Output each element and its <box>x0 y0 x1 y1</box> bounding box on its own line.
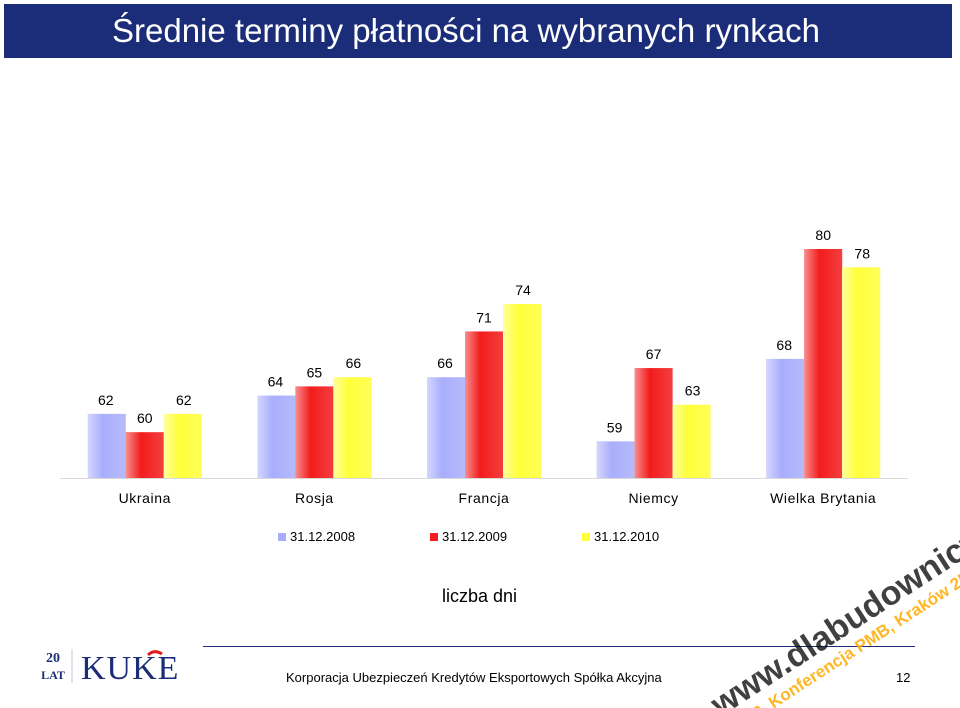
data-label: 62 <box>98 392 114 408</box>
bar-shine <box>427 377 465 478</box>
footer-divider <box>203 646 915 647</box>
data-label: 59 <box>607 419 623 435</box>
bar-shine <box>804 249 843 478</box>
data-label: 60 <box>137 410 153 426</box>
category-label: Niemcy <box>628 490 678 506</box>
bar-shine <box>596 441 635 478</box>
page-title: Średnie terminy płatności na wybranych r… <box>112 12 821 49</box>
legend-label: 31.12.2010 <box>594 529 660 544</box>
bar-shine <box>163 413 202 478</box>
data-label: 67 <box>646 346 662 362</box>
legend-label: 31.12.2008 <box>290 529 356 544</box>
data-label: 71 <box>476 309 492 325</box>
bar-shine <box>842 267 881 478</box>
category-label: Rosja <box>295 490 334 506</box>
legend-item: 31.12.2009 <box>430 529 582 544</box>
bar-shine <box>672 404 711 478</box>
kuke-logo: 20 LAT KUKE <box>41 649 179 685</box>
data-label: 63 <box>685 383 701 399</box>
bar-shine <box>465 331 503 478</box>
logo-brand: KUKE <box>81 650 179 685</box>
bar-shine <box>257 395 296 478</box>
bar-shine <box>125 432 164 478</box>
data-label: 78 <box>854 245 870 261</box>
chart-legend: 31.12.2008 31.12.2009 31.12.2010 <box>278 529 659 544</box>
data-label: 66 <box>437 355 453 371</box>
bar-shine <box>503 303 541 478</box>
data-label: 74 <box>515 282 531 298</box>
legend-item: 31.12.2010 <box>582 529 659 544</box>
bar-shine <box>295 386 334 478</box>
page-number: 12 <box>896 670 911 685</box>
legend-item: 31.12.2008 <box>278 529 430 544</box>
bar-shine <box>333 377 372 478</box>
category-label: Francja <box>459 490 510 506</box>
footer-company: Korporacja Ubezpieczeń Kredytów Eksporto… <box>286 670 662 685</box>
header-bar: Średnie terminy płatności na wybranych r… <box>4 4 952 58</box>
legend-swatch <box>582 532 590 541</box>
legend-swatch <box>278 532 286 541</box>
logo-badge-bottom: LAT <box>41 668 65 682</box>
category-label: Wielka Brytania <box>770 490 876 506</box>
data-label: 80 <box>815 227 831 243</box>
category-label: Ukraina <box>119 490 171 506</box>
data-label: 66 <box>346 355 362 371</box>
unit-label: liczba dni <box>442 586 518 606</box>
legend-label: 31.12.2009 <box>442 529 508 544</box>
logo-badge-top: 20 <box>46 651 60 666</box>
data-label: 68 <box>776 337 792 353</box>
legend-swatch <box>430 532 438 541</box>
bar-shine <box>87 413 126 478</box>
data-label: 64 <box>268 374 284 390</box>
data-label: 65 <box>307 364 323 380</box>
data-label: 62 <box>176 392 192 408</box>
bar-shine <box>766 358 805 478</box>
bar-shine <box>634 368 673 478</box>
